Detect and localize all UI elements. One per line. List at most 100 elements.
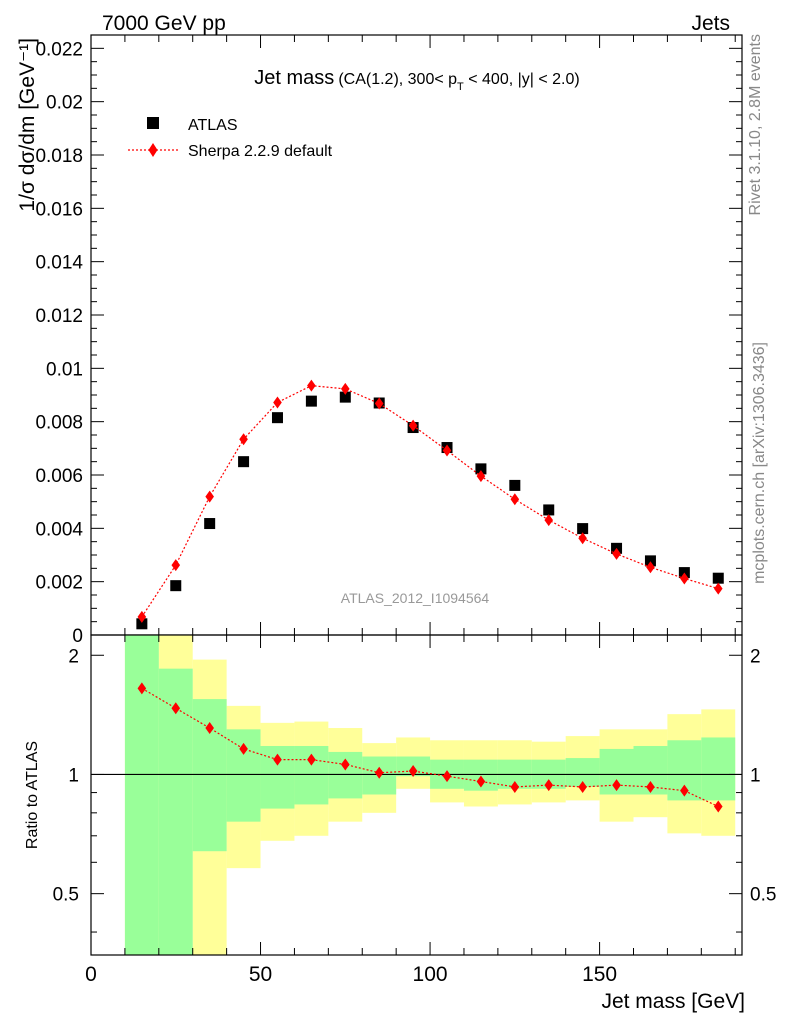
atlas-data-point — [271, 412, 283, 424]
main-series-layer — [136, 379, 724, 630]
ratio-sherpa-point — [544, 779, 554, 792]
atlas-data-point — [509, 479, 521, 491]
atlas-data-point — [204, 518, 216, 530]
main-title: Jet mass (CA(1.2), 300< pT < 400, |y| < 2… — [254, 67, 579, 93]
ratio-sherpa-point — [680, 784, 689, 797]
x-axis-label: Jet mass [GeV] — [601, 990, 745, 1013]
ratio-sherpa-point — [205, 722, 214, 735]
ratio-sherpa-point — [646, 780, 655, 793]
main-panel: ATLAS_2012_I1094564 0 0.002 0.004 0.006 0.00… — [16, 34, 743, 647]
atlas-data-point — [712, 572, 724, 584]
sherpa-data-point — [646, 561, 655, 574]
sherpa-data-point — [713, 582, 723, 595]
main-y-tick-label: 0.01 — [46, 359, 83, 380]
legend-label-atlas: ATLAS — [188, 117, 238, 134]
main-y-tick-label: 0.008 — [35, 413, 83, 434]
atlas-data-point — [136, 618, 148, 630]
ratio-stat-band — [158, 668, 193, 955]
ratio-sherpa-point — [442, 770, 452, 783]
main-y-tick-label: 0.016 — [35, 199, 83, 220]
ratio-y-tick-label: 2 — [68, 646, 79, 667]
legend-marker-atlas — [147, 117, 159, 129]
main-y-axis-label: 1/σ dσ/dm [GeV⁻¹] — [16, 38, 39, 212]
ratio-sherpa-point — [374, 766, 384, 779]
process-label: Jets — [691, 12, 730, 35]
subtitle-text-sub: T — [457, 81, 464, 93]
ratio-panel: 0.5 0.5 1 1 2 2 0 50 100 150 Ratio to ATLAS Jet m… — [24, 634, 776, 1013]
main-y-tick-label: 0.012 — [35, 306, 83, 327]
main-y-tick-label: 0.022 — [35, 39, 83, 60]
main-y-tick-label: 0 — [72, 626, 83, 647]
sherpa-data-point — [544, 514, 554, 527]
ratio-sherpa-line — [141, 687, 719, 808]
ratio-sherpa-point — [510, 780, 520, 793]
atlas-data-point — [170, 580, 182, 592]
sherpa-line — [141, 385, 719, 618]
subtitle-text-b: < 400, |y| < 2.0) — [464, 71, 580, 88]
ratio-sherpa-point — [340, 758, 350, 771]
sherpa-data-point — [137, 610, 147, 623]
sherpa-data-point — [510, 493, 520, 506]
x-tick-label: 0 — [85, 963, 97, 986]
rivet-version-label: Rivet 3.1.10, 2.8M events — [747, 34, 764, 215]
ratio-sherpa-point — [171, 702, 181, 715]
main-axes: 0 0.002 0.004 0.006 0.008 0.01 0.012 0.014 0.016… — [35, 35, 742, 647]
atlas-data-point — [305, 395, 317, 407]
ratio-sherpa-point — [239, 742, 248, 755]
ratio-sherpa-point — [578, 780, 587, 793]
subtitle-text-a: (CA(1.2), 300< p — [338, 71, 457, 88]
title-text: Jet mass — [254, 67, 334, 89]
ratio-sherpa-point — [612, 779, 621, 792]
analysis-watermark: ATLAS_2012_I1094564 — [341, 590, 490, 606]
sherpa-data-point — [205, 490, 214, 503]
legend-marker-sherpa — [148, 143, 158, 157]
main-y-tick-label: 0.006 — [35, 466, 83, 487]
sherpa-data-point — [476, 470, 486, 483]
ratio-sherpa-point — [137, 682, 147, 695]
ratio-y-tick-label-right: 1 — [750, 765, 761, 786]
main-y-tick-label: 0.014 — [35, 253, 83, 274]
main-y-tick-label: 0.02 — [46, 93, 83, 114]
sherpa-data-point — [578, 532, 587, 545]
ratio-sherpa-point — [408, 765, 418, 778]
x-tick-label: 50 — [249, 963, 272, 986]
main-y-tick-label: 0.004 — [35, 519, 83, 540]
energy-label: 7000 GeV pp — [102, 12, 226, 35]
atlas-data-point — [238, 456, 250, 468]
mcplots-label: mcplots.cern.ch [arXiv:1306.3436] — [751, 342, 768, 584]
ratio-y-tick-label-right: 2 — [750, 646, 761, 667]
legend: ATLAS Sherpa 2.2.9 default — [128, 117, 333, 160]
main-y-tick-label: 0.018 — [35, 146, 83, 167]
x-tick-label: 150 — [582, 963, 617, 986]
ratio-sherpa-point — [476, 775, 486, 788]
atlas-data-point — [644, 555, 656, 567]
ratio-series-layer — [137, 682, 723, 813]
ratio-sherpa-point — [307, 753, 316, 766]
sherpa-data-point — [612, 547, 621, 560]
ratio-axes: 0.5 0.5 1 1 2 2 0 50 100 150 — [53, 635, 776, 986]
sherpa-data-point — [680, 572, 689, 585]
ratio-y-tick-label: 0.5 — [53, 885, 79, 906]
x-tick-label: 100 — [413, 963, 448, 986]
sherpa-data-point — [171, 559, 181, 572]
sherpa-data-point — [307, 379, 316, 392]
legend-label-sherpa: Sherpa 2.2.9 default — [188, 143, 333, 160]
atlas-data-point — [475, 463, 487, 475]
ratio-stat-band — [192, 699, 227, 852]
sherpa-data-point — [442, 444, 452, 457]
main-y-tick-label: 0.002 — [35, 573, 83, 594]
ratio-frame — [90, 634, 743, 956]
atlas-data-point — [339, 391, 351, 403]
sherpa-data-point — [408, 419, 418, 432]
ratio-y-tick-label: 1 — [68, 765, 79, 786]
ratio-y-axis-label: Ratio to ATLAS — [24, 741, 41, 849]
ratio-stat-band — [701, 737, 736, 801]
sherpa-data-point — [239, 433, 248, 446]
ratio-sherpa-point — [273, 753, 282, 766]
sherpa-data-point — [374, 397, 384, 410]
sherpa-data-point — [340, 382, 350, 395]
ratio-y-tick-label-right: 0.5 — [750, 885, 776, 906]
ratio-sherpa-point — [713, 800, 723, 813]
